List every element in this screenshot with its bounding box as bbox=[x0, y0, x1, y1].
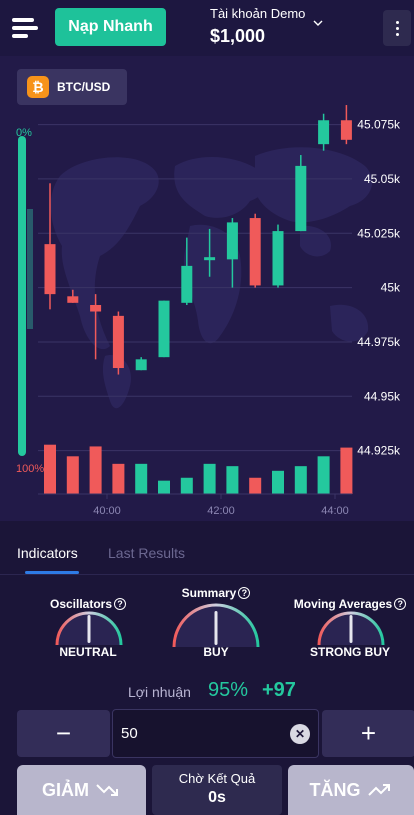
tab-indicators[interactable]: Indicators bbox=[17, 545, 78, 561]
account-selector[interactable]: Tài khoản Demo $1,000 bbox=[210, 6, 330, 50]
increase-amount-button[interactable]: + bbox=[322, 710, 414, 757]
x-tick-label: 42:00 bbox=[207, 505, 235, 517]
candle-body bbox=[158, 300, 170, 358]
volume-bar bbox=[135, 463, 148, 494]
volume-bar bbox=[89, 446, 102, 494]
buy-sentiment-percent: 0% bbox=[16, 127, 32, 139]
profit-percent: 95% bbox=[208, 679, 249, 701]
clear-icon[interactable]: ✕ bbox=[290, 724, 310, 744]
gauge-dial-icon bbox=[317, 611, 385, 646]
gauge-dial-icon bbox=[172, 603, 260, 648]
x-tick-label: 40:00 bbox=[93, 505, 121, 517]
volume-bar bbox=[317, 456, 330, 494]
chevron-down-icon bbox=[313, 20, 323, 26]
moving-averages-gauge: Moving Averages? STRONG BUY bbox=[290, 585, 410, 665]
volume-bar bbox=[272, 470, 284, 494]
help-icon[interactable]: ? bbox=[238, 587, 251, 599]
sentiment-track bbox=[18, 136, 26, 456]
help-icon[interactable]: ? bbox=[114, 598, 127, 610]
candle-body bbox=[181, 265, 193, 303]
candle-body bbox=[249, 218, 261, 286]
candle-body bbox=[204, 257, 216, 261]
candlestick-chart: 45.075k 45.05k 45.025k 45k 44.975k 44.95k 44.9… bbox=[18, 105, 401, 517]
asset-pair-label: BTC/USD bbox=[57, 80, 111, 94]
candle-body bbox=[295, 165, 307, 232]
candle-body bbox=[226, 222, 238, 260]
y-tick-label: 44.925k bbox=[357, 444, 401, 458]
volume-bar bbox=[158, 480, 170, 494]
top-bar: Nạp Nhanh Tài khoản Demo $1,000 bbox=[0, 0, 414, 56]
sell-sentiment-percent: 100% bbox=[16, 463, 45, 475]
y-tick-label: 44.95k bbox=[364, 389, 401, 403]
quick-deposit-button[interactable]: Nạp Nhanh bbox=[55, 8, 166, 46]
y-tick-label: 45.075k bbox=[357, 118, 401, 132]
oscillators-value: NEUTRAL bbox=[59, 645, 117, 659]
sentiment-shadow bbox=[27, 209, 33, 329]
candle-body bbox=[67, 296, 79, 303]
wait-timer: 0s bbox=[208, 789, 226, 806]
tab-last-results[interactable]: Last Results bbox=[108, 545, 186, 561]
hamburger-menu-icon[interactable] bbox=[12, 18, 38, 38]
candles bbox=[44, 105, 352, 375]
y-tick-label: 45k bbox=[381, 281, 401, 295]
candle-body bbox=[44, 244, 56, 295]
buy-up-button[interactable]: TĂNG bbox=[288, 765, 414, 815]
profit-amount: +97 bbox=[262, 679, 296, 701]
candle-body bbox=[340, 120, 352, 140]
more-options-icon[interactable] bbox=[383, 10, 411, 46]
summary-value: BUY bbox=[203, 645, 229, 659]
gauge-dial-icon bbox=[55, 611, 123, 646]
candle-body bbox=[90, 304, 102, 312]
wait-label: Chờ Kết Quả bbox=[178, 771, 256, 786]
volume-bar bbox=[203, 463, 216, 494]
decrease-amount-button[interactable]: − bbox=[17, 710, 110, 757]
buy-up-label: TĂNG bbox=[309, 779, 361, 800]
trend-down-icon bbox=[96, 784, 118, 796]
y-tick-label: 45.05k bbox=[364, 172, 401, 186]
volume-bar bbox=[180, 477, 193, 494]
sell-down-button[interactable]: GIẢM bbox=[17, 765, 146, 815]
y-tick-label: 45.025k bbox=[357, 226, 401, 240]
volume-bar bbox=[112, 463, 125, 494]
volume-bar bbox=[226, 466, 239, 494]
world-map-background bbox=[50, 147, 373, 409]
result-wait-box: Chờ Kết Quả 0s bbox=[152, 765, 282, 815]
oscillators-title: Oscillators bbox=[49, 597, 113, 611]
trend-up-icon bbox=[367, 784, 390, 796]
candle-body bbox=[135, 359, 147, 371]
moving-averages-title: Moving Averages bbox=[293, 597, 393, 611]
summary-gauge: Summary? BUY bbox=[156, 585, 276, 665]
divider bbox=[0, 574, 414, 575]
moving-averages-value: STRONG BUY bbox=[309, 645, 390, 659]
candle-body bbox=[112, 315, 124, 369]
volume-bar bbox=[44, 444, 56, 494]
oscillators-gauge: Oscillators? NEUTRAL bbox=[28, 585, 148, 665]
volume-bars bbox=[44, 444, 353, 494]
active-tab-indicator bbox=[25, 571, 79, 574]
x-tick-label: 44:00 bbox=[321, 505, 349, 517]
bitcoin-icon: ₿ bbox=[27, 76, 49, 98]
volume-bar bbox=[340, 447, 353, 494]
volume-bar bbox=[294, 466, 307, 494]
profit-label: Lợi nhuận bbox=[128, 684, 191, 700]
volume-bar bbox=[66, 456, 79, 494]
account-type-label: Tài khoản Demo bbox=[210, 6, 306, 21]
candle-body bbox=[318, 120, 330, 145]
price-chart[interactable]: 45.075k 45.05k 45.025k 45k 44.975k 44.95k 44.9… bbox=[0, 56, 414, 521]
analysis-tabs: Indicators Last Results bbox=[0, 535, 414, 575]
volume-bar bbox=[249, 477, 262, 494]
chart-axes: 45.075k 45.05k 45.025k 45k 44.975k 44.95k 44.9… bbox=[38, 118, 401, 517]
account-balance: $1,000 bbox=[210, 26, 266, 46]
candle-body bbox=[272, 231, 284, 286]
summary-title: Summary bbox=[181, 586, 237, 600]
y-tick-label: 44.975k bbox=[357, 335, 401, 349]
asset-selector[interactable]: ₿ BTC/USD bbox=[17, 69, 127, 105]
amount-input[interactable] bbox=[112, 709, 319, 758]
sell-down-label: GIẢM bbox=[42, 779, 89, 800]
help-icon[interactable]: ? bbox=[394, 598, 407, 610]
